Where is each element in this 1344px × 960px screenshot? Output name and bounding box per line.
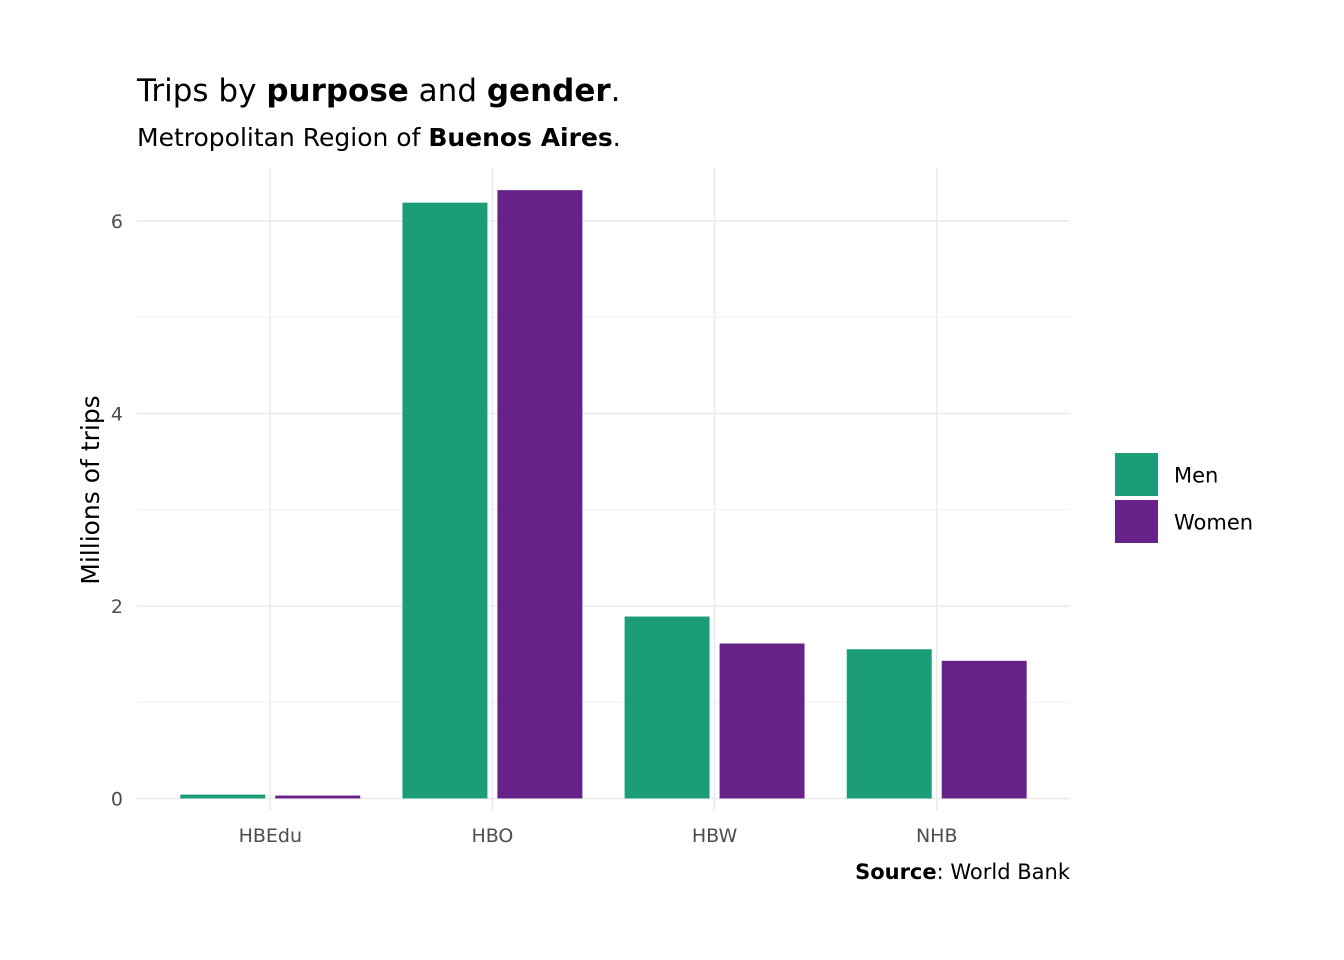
- legend-swatch: [1115, 500, 1158, 543]
- bar-women-hbo: [497, 190, 583, 799]
- caption-part: : World Bank: [937, 860, 1071, 884]
- chart-title: Trips by purpose and gender.: [136, 73, 621, 109]
- grid: [137, 168, 1070, 810]
- subtitle-part: Metropolitan Region of: [137, 123, 428, 152]
- bar-women-nhb: [941, 660, 1027, 799]
- bar-men-hbo: [402, 202, 488, 799]
- legend-swatch: [1115, 453, 1158, 496]
- title-part: .: [611, 73, 621, 109]
- caption: Source: World Bank: [855, 860, 1071, 884]
- legend-label: Women: [1174, 511, 1253, 535]
- x-tick-label: HBEdu: [239, 825, 302, 847]
- x-tick-label: NHB: [916, 825, 958, 847]
- title-part: and: [409, 73, 487, 109]
- x-tick-label: HBO: [471, 825, 513, 847]
- y-axis-ticks: 0 2 4 6: [111, 211, 123, 811]
- y-tick-label: 0: [111, 788, 123, 810]
- bar-men-hbedu: [180, 794, 266, 799]
- y-axis-title: Millions of trips: [76, 395, 105, 584]
- bar-women-hbw: [719, 643, 805, 799]
- subtitle-part: Buenos Aires: [428, 123, 612, 152]
- x-tick-label: HBW: [692, 825, 738, 847]
- y-tick-label: 4: [111, 403, 123, 425]
- x-axis-ticks: HBEdu HBO HBW NHB: [239, 825, 958, 847]
- title-part: Trips by: [136, 73, 266, 109]
- bars: [180, 190, 1027, 799]
- legend: Men Women: [1115, 453, 1253, 543]
- caption-part: Source: [855, 860, 937, 884]
- chart-subtitle: Metropolitan Region of Buenos Aires.: [137, 123, 621, 152]
- legend-label: Men: [1174, 464, 1218, 488]
- title-part: purpose: [266, 73, 409, 109]
- bar-women-hbedu: [275, 795, 361, 799]
- y-tick-label: 2: [111, 596, 123, 618]
- title-part: gender: [487, 73, 612, 109]
- bar-men-nhb: [846, 649, 932, 799]
- subtitle-part: .: [613, 123, 621, 152]
- y-tick-label: 6: [111, 211, 123, 233]
- bar-men-hbw: [624, 616, 710, 799]
